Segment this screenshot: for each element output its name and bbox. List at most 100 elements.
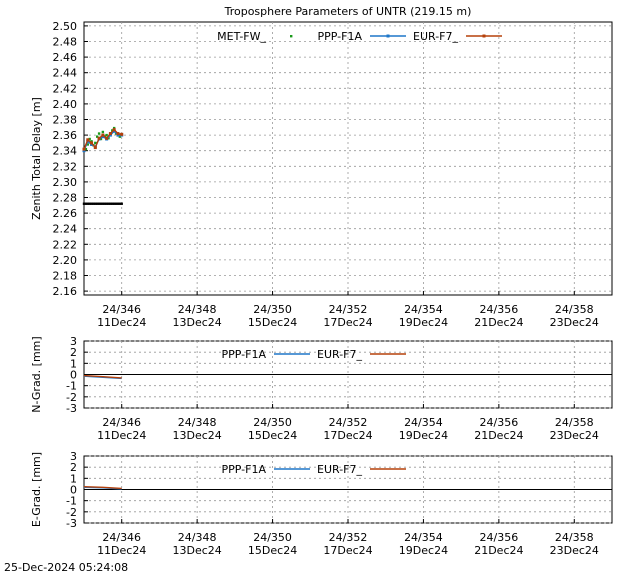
legend: MET-FW_ PPP-F1A EUR-F7_ <box>217 30 502 43</box>
y-tick-label: 2.26 <box>53 207 78 220</box>
data-point <box>120 202 123 205</box>
data-point <box>105 136 109 140</box>
data-point <box>101 133 105 137</box>
legend-entry: PPP-F1A <box>222 463 310 476</box>
data-point <box>82 147 86 151</box>
x-tick-label-doy: 24/348 <box>178 531 217 544</box>
data-point <box>114 202 118 205</box>
series-unnamed <box>82 202 123 205</box>
x-tick-label-date: 17Dec24 <box>323 429 372 442</box>
data-point <box>116 132 120 136</box>
data-point <box>86 138 90 142</box>
data-point <box>118 135 122 138</box>
x-tick-label-doy: 24/358 <box>555 303 594 316</box>
data-point <box>90 141 94 145</box>
y-tick-label: 2.18 <box>53 270 78 283</box>
chart-title: Troposphere Parameters of UNTR (219.15 m… <box>224 5 472 18</box>
data-point <box>112 126 116 130</box>
data-point <box>107 137 110 140</box>
legend: PPP-F1A EUR-F7_ <box>222 348 406 361</box>
x-tick-label-doy: 24/358 <box>555 416 594 429</box>
data-point <box>112 129 116 133</box>
y-tick-label: -1 <box>66 495 77 508</box>
data-point <box>93 146 97 150</box>
data-point <box>94 202 97 205</box>
data-point <box>101 202 105 205</box>
data-point <box>90 202 93 205</box>
y-tick-label: 1 <box>70 357 77 370</box>
x-tick-label-date: 19Dec24 <box>399 316 448 329</box>
y-axis-label: E-Grad. [mm] <box>30 452 43 527</box>
y-axis-label: N-Grad. [mm] <box>30 336 43 412</box>
x-tick-label-date: 15Dec24 <box>248 544 297 557</box>
data-point <box>99 137 103 141</box>
data-point <box>92 202 95 205</box>
chart-panel-1: 2.16 2.18 2.20 2.22 2.24 2.26 2.28 2.30 2.32 2.34… <box>30 5 613 329</box>
data-point <box>94 141 97 145</box>
data-point <box>88 202 91 205</box>
x-tick-label-doy: 24/356 <box>480 303 519 316</box>
data-point <box>116 202 120 205</box>
y-tick-label: 3 <box>70 335 77 348</box>
y-tick-label: -3 <box>66 402 77 415</box>
legend-marker <box>386 34 390 38</box>
x-tick-label-doy: 24/352 <box>329 416 368 429</box>
legend-entry: EUR-F7_ <box>413 30 502 43</box>
data-point <box>97 132 101 135</box>
y-tick-label: 2.44 <box>53 67 78 80</box>
data-point <box>105 133 108 137</box>
data-point <box>111 129 114 132</box>
x-tick-label-date: 13Dec24 <box>173 429 222 442</box>
x-tick-label-doy: 24/346 <box>102 303 141 316</box>
data-point <box>86 202 89 205</box>
x-tick-label-date: 21Dec24 <box>474 429 523 442</box>
y-tick-label: 2.42 <box>53 82 78 95</box>
legend-label: EUR-F7_ <box>317 348 362 361</box>
x-tick-label-date: 21Dec24 <box>474 544 523 557</box>
data-point <box>84 147 88 151</box>
x-tick-label-date: 15Dec24 <box>248 429 297 442</box>
data-point <box>120 132 124 136</box>
y-tick-label: 2.38 <box>53 114 78 127</box>
x-tick-label-date: 23Dec24 <box>550 316 599 329</box>
x-tick-label-doy: 24/356 <box>480 531 519 544</box>
y-tick-label: 2.50 <box>53 20 78 33</box>
y-tick-label: 2.46 <box>53 51 78 64</box>
x-tick-label-doy: 24/354 <box>404 531 443 544</box>
x-tick-label-doy: 24/350 <box>253 303 292 316</box>
y-tick-label: -2 <box>66 506 77 519</box>
legend-entry: PPP-F1A <box>222 348 310 361</box>
timestamp: 25-Dec-2024 05:24:08 <box>4 561 129 574</box>
data-point <box>108 133 112 137</box>
y-tick-label: 2.36 <box>53 129 78 142</box>
x-tick-label-date: 23Dec24 <box>550 544 599 557</box>
data-point <box>99 202 103 205</box>
y-tick-label: 0 <box>70 484 77 497</box>
x-tick-label-date: 17Dec24 <box>323 316 372 329</box>
x-tick-label-date: 11Dec24 <box>97 544 146 557</box>
legend-label: PPP-F1A <box>318 30 363 43</box>
y-axis-label: Zenith Total Delay [m] <box>30 97 43 220</box>
x-tick-label-doy: 24/346 <box>102 531 141 544</box>
x-tick-label-date: 13Dec24 <box>173 316 222 329</box>
x-tick-label-date: 11Dec24 <box>97 429 146 442</box>
x-tick-label-date: 13Dec24 <box>173 544 222 557</box>
x-tick-label-doy: 24/350 <box>253 416 292 429</box>
legend-label: PPP-F1A <box>222 463 267 476</box>
data-point <box>105 202 108 205</box>
x-tick-label-doy: 24/346 <box>102 416 141 429</box>
y-tick-label: 2.28 <box>53 192 78 205</box>
data-point <box>101 135 105 139</box>
data-point <box>96 135 99 138</box>
data-point <box>84 202 88 205</box>
x-tick-label-date: 17Dec24 <box>323 544 372 557</box>
data-point <box>88 137 91 141</box>
data-point <box>82 202 86 205</box>
data-point <box>90 142 94 146</box>
x-tick-label-doy: 24/348 <box>178 303 217 316</box>
legend-entry: PPP-F1A <box>318 30 406 43</box>
x-tick-label-doy: 24/348 <box>178 416 217 429</box>
y-tick-label: 2.40 <box>53 98 78 111</box>
y-tick-label: 2.48 <box>53 36 78 49</box>
data-point <box>101 130 105 134</box>
